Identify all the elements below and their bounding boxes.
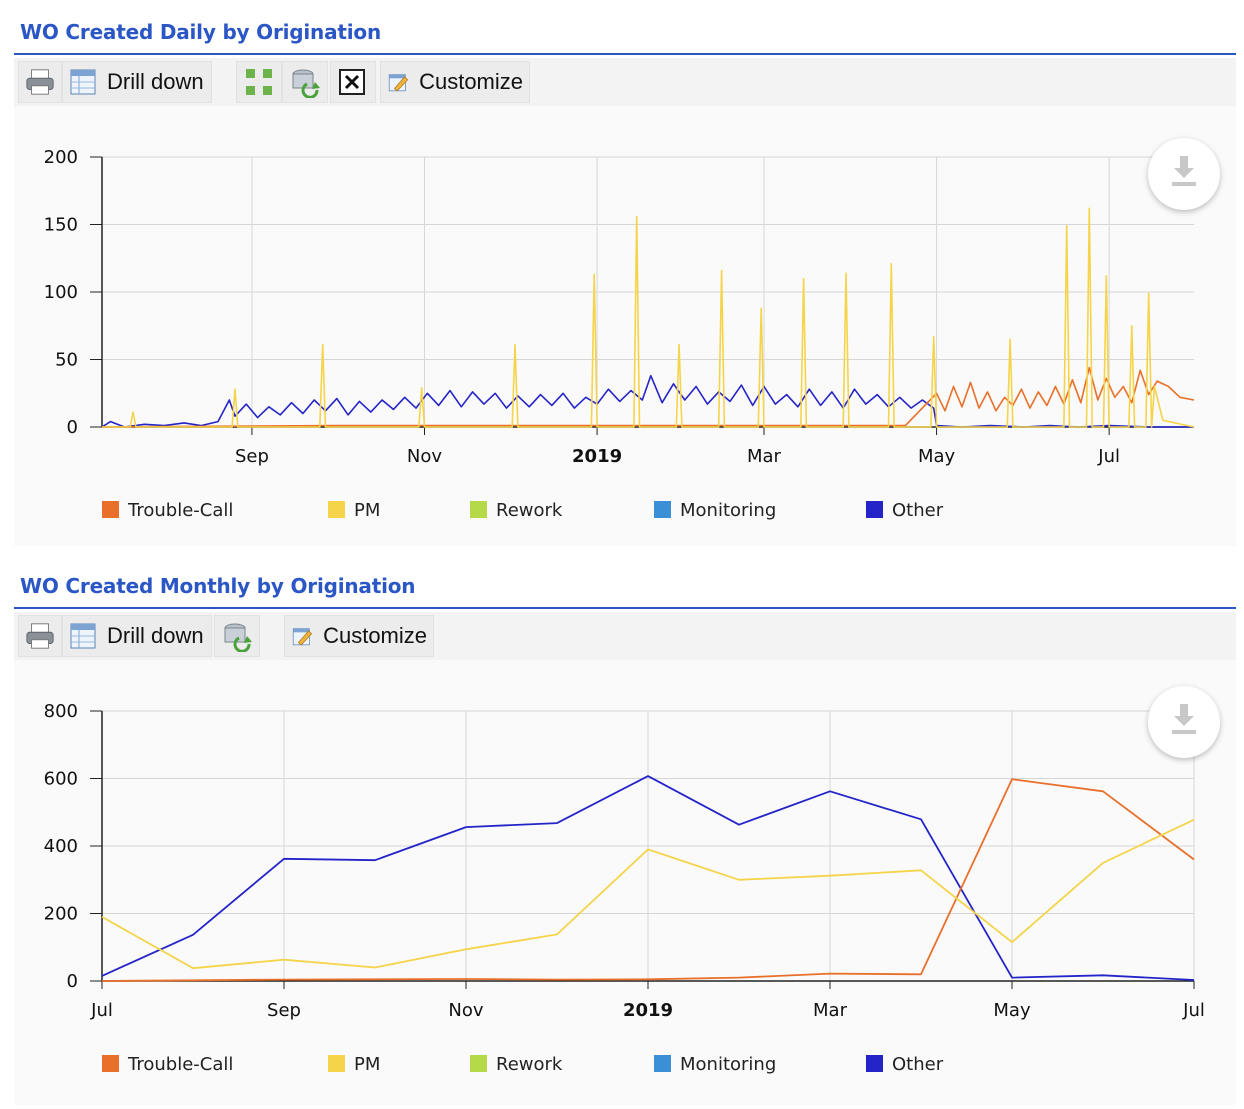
title-divider	[14, 53, 1236, 55]
refresh-data-icon	[224, 623, 252, 652]
y-tick-label: 200	[44, 904, 78, 925]
legend-swatch[interactable]	[102, 501, 119, 518]
x-tick-label: Jul	[1097, 446, 1120, 467]
x-tick-label: May	[993, 1000, 1031, 1021]
customize-label: Customize	[323, 623, 427, 648]
download-icon	[1172, 156, 1196, 186]
y-tick-label: 150	[44, 215, 78, 236]
legend-swatch[interactable]	[470, 1055, 487, 1072]
customize-icon	[292, 628, 313, 646]
series-line-other[interactable]	[101, 374, 1194, 428]
x-tick-label: Jul	[90, 1000, 113, 1021]
x-tick-label: Jul	[1182, 1000, 1205, 1021]
drill-down-label: Drill down	[107, 69, 204, 94]
x-tick-label: 2019	[623, 1000, 673, 1021]
series-line-other[interactable]	[101, 775, 1195, 981]
title-divider	[14, 607, 1236, 609]
legend-swatch[interactable]	[470, 501, 487, 518]
legend-swatch[interactable]	[102, 1055, 119, 1072]
monthly-chart-area: 0 200 400 600 800 Jul Sep Nov 2019 Mar May Jul Troub…	[14, 660, 1236, 1105]
panel-title: WO Created Monthly by Origination	[20, 574, 416, 598]
legend-swatch[interactable]	[328, 1055, 345, 1072]
close-chart-button[interactable]	[330, 61, 376, 103]
close-icon	[339, 69, 365, 95]
legend-item-trouble-call[interactable]: Trouble-Call	[127, 1054, 233, 1075]
customize-button[interactable]: Customize	[284, 615, 434, 657]
series-line-pm[interactable]	[101, 818, 1195, 970]
x-tick-label: May	[918, 446, 956, 467]
printer-icon	[26, 69, 54, 95]
chart-toolbar: Drill down	[14, 58, 1236, 106]
x-tick-label: Nov	[448, 1000, 483, 1021]
customize-button[interactable]: Customize	[380, 61, 530, 103]
y-tick-label: 600	[44, 769, 78, 790]
expand-icon	[246, 69, 272, 95]
panel-title: WO Created Daily by Origination	[20, 20, 381, 44]
customize-icon	[388, 74, 409, 92]
series-line-trouble-call[interactable]	[101, 366, 1195, 428]
refresh-data-icon	[292, 69, 320, 98]
x-tick-label: Sep	[235, 446, 269, 467]
legend-item-pm[interactable]: PM	[354, 1054, 380, 1075]
chart-toolbar: Drill down Customize	[14, 612, 1236, 660]
print-button[interactable]	[18, 61, 62, 103]
legend-item-trouble-call[interactable]: Trouble-Call	[127, 500, 233, 521]
drill-down-button[interactable]: Drill down	[62, 61, 212, 103]
legend-swatch[interactable]	[328, 501, 345, 518]
y-tick-label: 50	[55, 350, 78, 371]
y-tick-label: 100	[44, 282, 78, 303]
y-tick-label: 400	[44, 836, 78, 857]
y-tick-label: 200	[44, 147, 78, 168]
customize-label: Customize	[419, 69, 523, 94]
legend-item-other[interactable]: Other	[892, 1054, 944, 1075]
drill-down-button[interactable]: Drill down	[62, 615, 212, 657]
x-tick-label: 2019	[572, 446, 622, 467]
legend-item-monitoring[interactable]: Monitoring	[680, 1054, 776, 1075]
legend-item-monitoring[interactable]: Monitoring	[680, 500, 776, 521]
download-icon	[1172, 704, 1196, 734]
legend-item-rework[interactable]: Rework	[496, 1054, 563, 1075]
y-tick-label: 800	[44, 701, 78, 722]
legend-item-other[interactable]: Other	[892, 500, 944, 521]
monthly-line-chart: 0 200 400 600 800 Jul Sep Nov 2019 Mar May Jul Troub…	[44, 701, 1205, 1075]
daily-line-chart: 0 50 100 150 200 Sep Nov 2019 Mar May Jul Trouble-C…	[44, 147, 1195, 521]
x-tick-label: Nov	[407, 446, 442, 467]
legend-item-pm[interactable]: PM	[354, 500, 380, 521]
refresh-button[interactable]	[282, 61, 328, 103]
table-icon	[70, 623, 96, 649]
daily-chart-area: 0 50 100 150 200 Sep Nov 2019 Mar May Jul Trouble-C…	[14, 106, 1236, 546]
x-tick-label: Mar	[813, 1000, 848, 1021]
legend-swatch[interactable]	[654, 1055, 671, 1072]
fullscreen-button[interactable]	[236, 61, 282, 103]
legend-swatch[interactable]	[866, 501, 883, 518]
x-tick-label: Mar	[747, 446, 782, 467]
series-line-pm[interactable]	[102, 207, 1195, 428]
print-button[interactable]	[18, 615, 62, 657]
monthly-chart-panel: WO Created Monthly by Origination Drill …	[0, 574, 1244, 1109]
printer-icon	[26, 623, 54, 649]
legend-swatch[interactable]	[866, 1055, 883, 1072]
x-tick-label: Sep	[267, 1000, 301, 1021]
download-chart-button[interactable]	[1148, 138, 1220, 210]
y-tick-label: 0	[67, 417, 78, 438]
series-line-trouble-call[interactable]	[101, 778, 1195, 982]
refresh-button[interactable]	[214, 615, 260, 657]
legend-item-rework[interactable]: Rework	[496, 500, 563, 521]
download-chart-button[interactable]	[1148, 686, 1220, 758]
y-tick-label: 0	[67, 971, 78, 992]
drill-down-label: Drill down	[107, 623, 204, 648]
table-icon	[70, 69, 96, 95]
legend-swatch[interactable]	[654, 501, 671, 518]
daily-chart-panel: WO Created Daily by Origination Drill do…	[0, 20, 1244, 550]
